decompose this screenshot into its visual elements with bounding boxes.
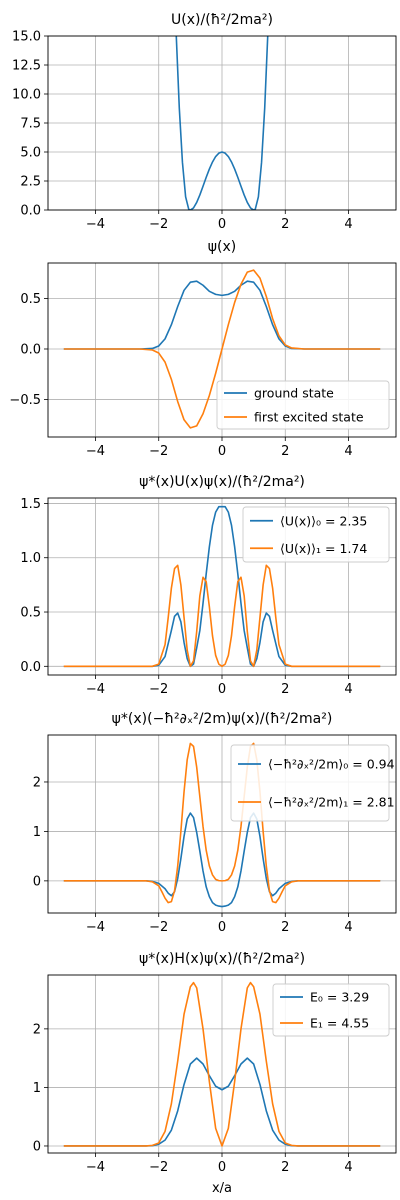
y-tick-label: 1.0 <box>20 551 41 566</box>
x-tick-label: 4 <box>344 920 352 935</box>
x-tick-label: 2 <box>281 920 289 935</box>
y-tick-label: 2 <box>33 775 41 790</box>
y-tick-label: 0 <box>33 1139 41 1154</box>
y-tick-label: 1 <box>33 825 41 840</box>
legend-box <box>242 506 390 563</box>
legend-box <box>216 380 390 430</box>
chart-title: ψ*(x)U(x)ψ(x)/(ħ²/2ma²) <box>139 474 305 490</box>
x-tick-label: 2 <box>281 1160 289 1175</box>
x-tick-label: −4 <box>86 444 105 459</box>
chart-title: ψ(x) <box>208 239 236 255</box>
chart-title: U(x)/(ħ²/2ma²) <box>171 12 273 28</box>
chart-panel-5: −4 −2 0 2 4 0 1 2 ψ*(x)H(x)ψ(x)/(ħ²/2ma²) E₀ = 3.… <box>33 951 397 1175</box>
series-line-excited <box>63 742 381 904</box>
y-tick-label: 0.5 <box>20 292 41 307</box>
y-tick-label: 2.5 <box>20 175 41 190</box>
series-line-ground <box>63 505 381 668</box>
x-tick-label: −2 <box>149 920 168 935</box>
x-tick-label: 4 <box>344 444 352 459</box>
y-tick-label: 12.5 <box>12 59 41 74</box>
x-tick-label: 0 <box>218 920 226 935</box>
x-tick-label: 0 <box>218 682 226 697</box>
x-tick-label: −4 <box>86 1160 105 1175</box>
chart-panel-1: −4 −2 0 2 4 0.0 2.5 5.0 7.5 10.0 12.5 15.0 U(x)/(ħ²/… <box>12 12 397 232</box>
legend-box <box>230 744 390 822</box>
legend-label: ⟨U(x)⟩₀ = 2.35 <box>280 513 367 528</box>
x-tick-label: −2 <box>149 1160 168 1175</box>
x-tick-label: −2 <box>149 682 168 697</box>
series-line-excited <box>63 981 381 1147</box>
x-tick-label: 4 <box>344 217 352 232</box>
x-tick-label: 4 <box>344 682 352 697</box>
x-tick-label: −4 <box>86 682 105 697</box>
y-tick-label: −0.5 <box>9 393 41 408</box>
legend: ⟨U(x)⟩₀ = 2.35 ⟨U(x)⟩₁ = 1.74 <box>242 506 390 563</box>
x-tick-label: 0 <box>218 444 226 459</box>
y-tick-label: 0.0 <box>20 660 41 675</box>
chart-panel-2: −4 −2 0 2 4 −0.5 0.0 0.5 ψ(x) ground state first e… <box>9 239 397 459</box>
legend-label: ground state <box>254 386 334 401</box>
legend-label: ⟨U(x)⟩₁ = 1.74 <box>280 541 367 556</box>
y-tick-label: 5.0 <box>20 146 41 161</box>
legend-label: E₁ = 4.55 <box>310 1016 369 1031</box>
legend-label: E₀ = 3.29 <box>310 990 369 1005</box>
x-tick-label: −4 <box>86 920 105 935</box>
x-tick-label: 0 <box>218 217 226 232</box>
x-tick-label: 2 <box>281 682 289 697</box>
y-tick-label: 10.0 <box>12 88 41 103</box>
y-tick-label: 7.5 <box>20 117 41 132</box>
series-line-excited <box>63 564 381 668</box>
y-tick-label: 1.5 <box>20 497 41 512</box>
legend: E₀ = 3.29 E₁ = 4.55 <box>272 983 390 1037</box>
x-tick-label: 2 <box>281 217 289 232</box>
y-tick-label: 0.0 <box>20 204 41 219</box>
x-tick-label: 4 <box>344 1160 352 1175</box>
legend: ⟨−ħ²∂ₓ²/2m⟩₀ = 0.94 ⟨−ħ²∂ₓ²/2m⟩₁ = 2.81 <box>230 744 395 822</box>
chart-panel-3: −4 −2 0 2 4 0.0 0.5 1.0 1.5 ψ*(x)U(x)ψ(x)/(ħ²/2ma… <box>20 474 397 697</box>
chart-title: ψ*(x)H(x)ψ(x)/(ħ²/2ma²) <box>139 951 305 967</box>
y-tick-label: 15.0 <box>12 30 41 45</box>
x-axis-label: x/a <box>212 1181 232 1196</box>
series-line-ground <box>175 36 269 210</box>
series-line-excited <box>63 269 381 429</box>
x-tick-label: −4 <box>86 217 105 232</box>
x-tick-label: 0 <box>218 1160 226 1175</box>
legend-label: ⟨−ħ²∂ₓ²/2m⟩₁ = 2.81 <box>268 795 395 810</box>
y-tick-label: 1 <box>33 1081 41 1096</box>
series-line-ground <box>63 1057 381 1147</box>
x-tick-label: −2 <box>149 217 168 232</box>
chart-panel-4: −4 −2 0 2 4 0 1 2 ψ*(x)(−ħ²∂ₓ²/2m)ψ(x)/(ħ²/2ma²)… <box>33 711 397 935</box>
series-line-ground <box>63 280 381 350</box>
chart-title: ψ*(x)(−ħ²∂ₓ²/2m)ψ(x)/(ħ²/2ma²) <box>112 711 333 727</box>
y-tick-label: 0.0 <box>20 342 41 357</box>
legend-label: ⟨−ħ²∂ₓ²/2m⟩₀ = 0.94 <box>268 757 395 772</box>
legend-label: first excited state <box>254 410 364 425</box>
legend: ground state first excited state <box>216 380 390 430</box>
y-tick-label: 0 <box>33 874 41 889</box>
y-tick-label: 0.5 <box>20 606 41 621</box>
x-tick-label: −2 <box>149 444 168 459</box>
y-tick-label: 2 <box>33 1022 41 1037</box>
x-tick-label: 2 <box>281 444 289 459</box>
